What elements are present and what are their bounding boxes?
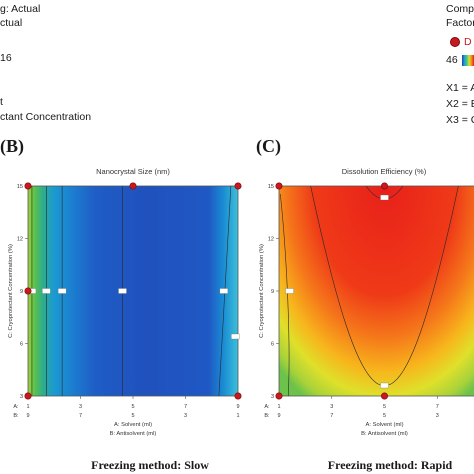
legend-subtitle: Factor — [446, 17, 474, 29]
design-point-legend-icon — [450, 37, 460, 47]
factor-coding-text: g: Actual — [0, 3, 41, 15]
x-tick-label-b: 3 — [436, 413, 439, 419]
y-tick-label: 3 — [271, 394, 274, 400]
design-point — [275, 392, 283, 400]
y-tick-label: 3 — [20, 394, 23, 400]
x-row-prefix-a: A: — [13, 404, 19, 410]
x-tick-label-b: 7 — [330, 413, 333, 419]
x-tick-label-a: 1 — [26, 404, 29, 410]
y-axis-label: C: Cryoprotectant Concentration (%) — [259, 244, 265, 338]
contour-label-box — [118, 288, 127, 294]
color-scale-bar — [462, 55, 474, 66]
contour-label-box — [285, 288, 294, 294]
contour-line — [280, 193, 290, 397]
contour-label-box — [380, 194, 389, 201]
y-tick-label: 6 — [20, 342, 23, 348]
contour-label-box — [231, 333, 240, 340]
contour-label-box — [219, 288, 229, 294]
x-row-prefix-a: A: — [264, 404, 270, 410]
design-point — [275, 182, 283, 190]
chart-title: Dissolution Efficiency (%) — [342, 167, 427, 176]
x-tick-label-a: 1 — [277, 404, 280, 410]
design-point — [380, 182, 388, 190]
x-tick-label-a: 5 — [131, 404, 134, 410]
x-row-prefix-b: B: — [13, 413, 19, 419]
design-point — [24, 392, 32, 400]
design-point — [380, 392, 388, 400]
x-tick-label-b: 1 — [236, 413, 239, 419]
x-tick-label-a: 9 — [236, 404, 239, 410]
x-axis-label-a: A: Solvent (ml) — [114, 422, 152, 428]
design-point — [234, 182, 242, 190]
caption-slow: Freezing method: Slow — [91, 458, 209, 472]
y-tick-label: 15 — [268, 184, 274, 190]
panel-label-c: (C) — [256, 136, 281, 156]
x-tick-label-a: 7 — [184, 404, 187, 410]
panel-label-b: (B) — [0, 136, 24, 156]
color-scale-min: 46 — [446, 54, 458, 66]
x-tick-label-b: 7 — [79, 413, 82, 419]
contour-label-box — [57, 288, 67, 294]
x-tick-label-b: 5 — [383, 413, 386, 419]
x3-legend: X3 = C — [446, 114, 474, 126]
y-tick-label: 15 — [17, 184, 23, 190]
y-tick-label: 12 — [268, 237, 274, 243]
x-tick-label-b: 5 — [131, 413, 134, 419]
actual-factor-text: 16 — [0, 52, 12, 64]
x2-legend: X2 = B — [446, 98, 474, 110]
x-tick-label-a: 3 — [330, 404, 333, 410]
y-axis-label: C: Cryoprotectant Concentration (%) — [8, 244, 14, 338]
factor-name-text: t — [0, 96, 3, 108]
y-tick-label: 9 — [20, 289, 23, 295]
design-point — [24, 287, 32, 295]
plot-area — [278, 185, 474, 397]
chart-title: Nanocrystal Size (nm) — [96, 167, 170, 176]
cryoprotectant-text: ctant Concentration — [0, 111, 92, 123]
design-point — [24, 182, 32, 190]
x-tick-label-a: 7 — [436, 404, 439, 410]
design-point — [129, 182, 137, 190]
design-point-legend-label: D — [464, 36, 472, 48]
response-text: ctual — [0, 17, 23, 29]
y-tick-label: 9 — [271, 289, 274, 295]
caption-rapid: Freezing method: Rapid — [327, 458, 453, 472]
x-axis-label-a: A: Solvent (ml) — [365, 422, 403, 428]
contour-label-box — [380, 382, 389, 389]
design-point — [234, 392, 242, 400]
x-axis-label-b: B: Antisolvent (ml) — [110, 431, 157, 437]
x-tick-label-a: 3 — [79, 404, 82, 410]
x-axis-label-b: B: Antisolvent (ml) — [361, 431, 408, 437]
legend-title: Comp — [446, 3, 474, 15]
x-row-prefix-b: B: — [264, 413, 270, 419]
x1-legend: X1 = A — [446, 82, 474, 94]
x-tick-label-b: 9 — [26, 413, 29, 419]
x-tick-label-b: 9 — [277, 413, 280, 419]
y-tick-label: 12 — [17, 237, 23, 243]
x-tick-label-a: 5 — [383, 404, 386, 410]
x-tick-label-b: 3 — [184, 413, 187, 419]
contour-label-box — [42, 288, 51, 294]
y-tick-label: 6 — [271, 342, 274, 348]
